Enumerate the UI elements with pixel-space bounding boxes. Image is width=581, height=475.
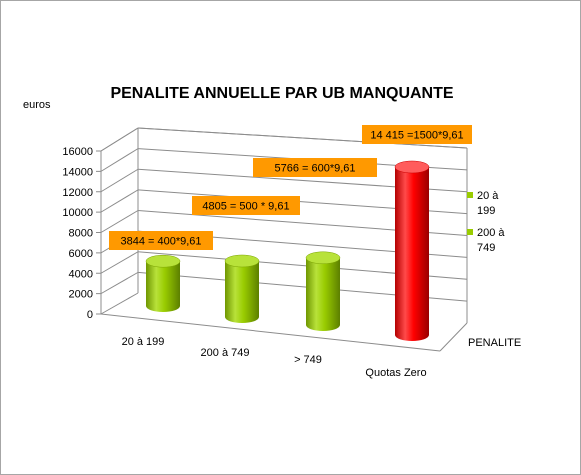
bar-body: [146, 261, 180, 312]
legend-label: 199: [477, 205, 495, 217]
annotation-2: 4805 = 500 * 9,61: [192, 196, 300, 215]
legend: 20 à 199 200 à 749: [467, 190, 505, 254]
bar-body: [225, 261, 259, 323]
y-axis-label: euros: [23, 99, 51, 111]
bar-body: [395, 167, 429, 341]
y-tick-label: 14000: [62, 166, 93, 178]
y-tick-labels: 0 2000 4000 6000 8000 10000 12000 14000 16000: [62, 146, 93, 321]
annotation-label: 3844 = 400*9,61: [120, 236, 201, 248]
legend-label: 20 à: [477, 190, 499, 202]
y-tick-label: 0: [87, 309, 93, 321]
annotation-1: 3844 = 400*9,61: [109, 231, 213, 250]
bar-3: [305, 251, 341, 331]
y-tick-label: 4000: [69, 268, 93, 280]
gridline-side: [100, 168, 139, 193]
bars: [145, 160, 430, 341]
chart-title: PENALITE ANNUELLE PAR UB MANQUANTE: [110, 85, 453, 102]
y-tick-label: 6000: [69, 248, 93, 260]
gridline-side: [100, 148, 139, 172]
bar-1: [145, 254, 181, 312]
depth-axis-label: PENALITE: [468, 337, 521, 349]
annotation-3: 5766 = 600*9,61: [253, 158, 377, 177]
bar-top: [394, 160, 430, 174]
gridline-side: [100, 127, 139, 152]
annotation-label: 4805 = 500 * 9,61: [202, 201, 289, 213]
annotation-4: 14 415 =1500*9,61: [362, 125, 472, 144]
legend-label: 200 à: [477, 227, 505, 239]
annotation-label: 5766 = 600*9,61: [274, 163, 355, 175]
bar-top: [305, 251, 341, 265]
gridline-back: [137, 127, 468, 149]
annotation-box: [253, 158, 377, 177]
legend-swatch: [467, 229, 473, 235]
annotation-label: 14 415 =1500*9,61: [370, 130, 463, 142]
gridline-side: [100, 271, 139, 295]
bar-2: [224, 254, 260, 323]
bar-top: [145, 254, 181, 268]
legend-label: 749: [477, 242, 495, 254]
bar-top: [224, 254, 260, 268]
y-tick-label: 8000: [69, 228, 93, 240]
y-tick-label: 16000: [62, 146, 93, 158]
gridline-side: [100, 210, 139, 233]
y-tick-label: 12000: [62, 187, 93, 199]
y-tick-label: 2000: [69, 289, 93, 301]
y-tick-label: 10000: [62, 207, 93, 219]
legend-swatch: [467, 192, 473, 198]
annotation-box: [192, 196, 300, 215]
bar-body: [306, 257, 340, 331]
annotations: 3844 = 400*9,61 4805 = 500 * 9,61 5766 = 6…: [109, 125, 472, 250]
gridline-side: [100, 189, 139, 213]
legend-item-2: 200 à 749: [467, 227, 505, 254]
category-label: 20 à 199: [122, 336, 165, 348]
category-labels: 20 à 199 200 à 749 > 749 Quotas Zero: [122, 336, 427, 379]
gridline-side: [100, 251, 139, 274]
category-label: > 749: [294, 354, 322, 366]
annotation-box: [109, 231, 213, 250]
category-label: 200 à 749: [201, 347, 250, 359]
bar-4: [394, 160, 430, 341]
annotation-box: [362, 125, 472, 144]
legend-item-1: 20 à 199: [467, 190, 499, 217]
category-label: Quotas Zero: [365, 367, 426, 379]
